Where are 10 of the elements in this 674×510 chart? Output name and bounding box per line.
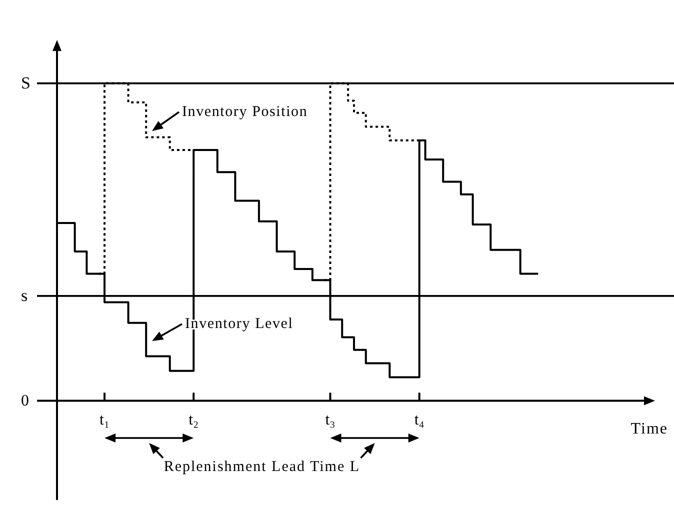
x-tick-label: t₂ xyxy=(188,412,199,429)
x-tick-label: t₃ xyxy=(325,412,336,429)
text: Replenishment Lead Time L xyxy=(164,459,360,475)
x-tick-label: t₁ xyxy=(100,412,110,429)
x-axis-title: Time xyxy=(630,420,668,438)
ref-line-label: S xyxy=(21,73,30,92)
x-tick-label: t₄ xyxy=(414,412,425,429)
text: 0 xyxy=(21,392,29,410)
annotation: Inventory Position xyxy=(182,104,308,120)
ref-line-label: s xyxy=(21,286,28,305)
